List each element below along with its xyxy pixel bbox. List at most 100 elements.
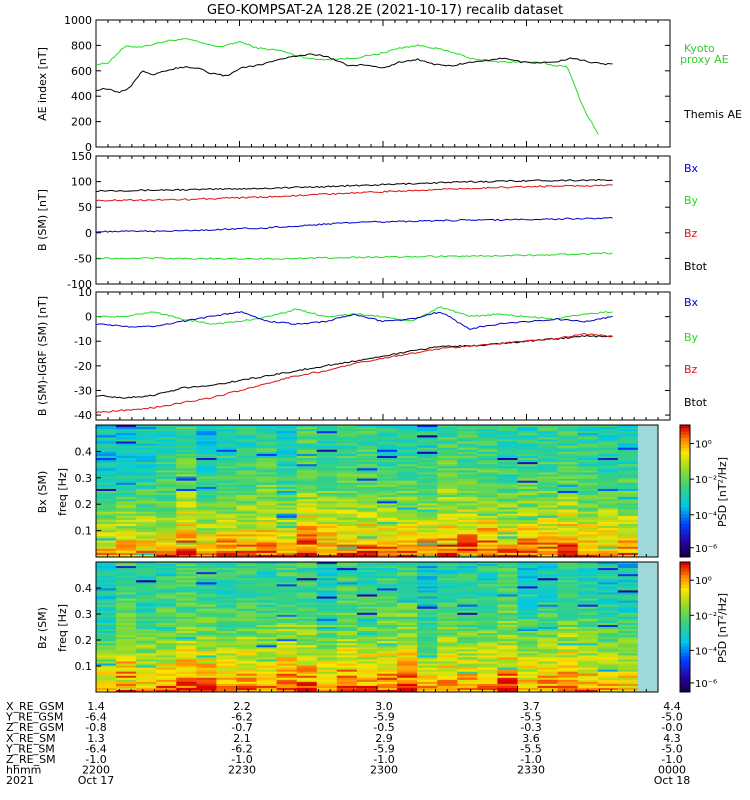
spectrogram-cell	[477, 566, 498, 569]
spectrogram-cell	[637, 431, 659, 434]
spectrogram-cell	[316, 544, 338, 548]
spectrogram-cell	[276, 528, 298, 531]
spectrogram-cell	[517, 524, 538, 527]
spectrogram-cell	[136, 488, 157, 492]
spectrogram-cell	[116, 433, 137, 436]
spectrogram-cell	[477, 495, 498, 498]
spectrogram-cell	[637, 651, 659, 654]
spectrogram-cell	[156, 592, 177, 595]
spectrogram-cell	[116, 618, 137, 622]
spectrogram-cell	[397, 455, 418, 459]
spectrogram-cell	[497, 604, 518, 608]
spectrogram-cell	[417, 568, 438, 571]
spectrogram-cell	[316, 651, 338, 654]
spectrogram-cell	[296, 443, 318, 447]
spectrogram-cell	[216, 548, 237, 552]
spectrogram-cell	[296, 653, 318, 656]
spectrogram-cell	[196, 564, 217, 567]
spectrogram-cell	[276, 643, 298, 646]
spectrogram-cell	[457, 578, 478, 581]
spectrogram-cell	[136, 635, 157, 638]
spectrogram-cell	[296, 515, 318, 519]
spectrogram-cell	[276, 620, 298, 624]
spectrogram-cell	[236, 612, 257, 616]
spectrogram-cell	[176, 433, 197, 436]
spectrogram-cell	[557, 564, 579, 567]
spectrogram-cell	[196, 671, 217, 675]
spectrogram-cell	[517, 677, 538, 681]
spectrogram-cell	[477, 683, 498, 687]
spectrogram-cell	[457, 655, 478, 658]
spectrogram-cell	[617, 570, 639, 573]
spectrogram-cell	[437, 476, 458, 480]
spectrogram-cell	[236, 651, 257, 654]
spectrogram-cell	[196, 491, 217, 494]
spectrogram-cell	[377, 570, 398, 573]
spectrogram-cell	[96, 482, 117, 486]
spectrogram-cell	[637, 552, 659, 556]
spectrogram-cell	[377, 530, 398, 533]
spectrogram-cell	[397, 441, 418, 444]
spectrogram-cell	[577, 451, 599, 455]
spectrogram-cell	[497, 641, 518, 644]
ephemeris-cell: -5.9	[373, 742, 394, 755]
spectrogram-cell	[477, 596, 498, 599]
spectrogram-cell	[417, 641, 438, 644]
spectrogram-cell	[377, 425, 398, 428]
spectrogram-cell	[336, 618, 358, 622]
spectrogram-cell	[477, 528, 498, 531]
spectrogram-cell	[356, 572, 378, 575]
spectrogram-cell	[296, 624, 318, 628]
spectrogram-cell	[96, 429, 117, 432]
spectrogram-cell	[477, 449, 498, 453]
spectrogram-cell	[477, 574, 498, 577]
spectrogram-cell	[216, 669, 237, 673]
spectrogram-cell	[557, 497, 579, 500]
spectrogram-cell	[457, 437, 478, 440]
spectrogram-cell	[477, 616, 498, 620]
spectrogram-cell	[397, 470, 418, 473]
spectrogram-cell	[236, 427, 257, 430]
spectrogram-cell	[196, 495, 217, 498]
spectrogram-cell	[437, 661, 458, 664]
colorbar-step	[680, 497, 690, 502]
spectrogram-cell	[437, 685, 458, 689]
spectrogram-cell	[437, 562, 458, 565]
spectrogram-cell	[136, 689, 157, 693]
spectrogram-cell	[176, 427, 197, 430]
spectrogram-cell	[296, 669, 318, 673]
spectrogram-cell	[156, 431, 177, 434]
spectrogram-cell	[356, 445, 378, 449]
spectrogram-cell	[276, 441, 298, 444]
spectrogram-cell	[417, 447, 438, 451]
spectrogram-cell	[617, 499, 639, 502]
spectrogram-cell	[276, 641, 298, 644]
spectrogram-cell	[196, 574, 217, 577]
spectrogram-cell	[477, 582, 498, 585]
spectrogram-cell	[296, 574, 318, 577]
spectrogram-cell	[537, 685, 559, 689]
spectrogram-cell	[417, 620, 438, 624]
spectrogram-cell	[577, 677, 599, 681]
spectrogram-cell	[216, 679, 237, 683]
spectrogram-cell	[236, 474, 257, 477]
spectrogram-cell	[517, 433, 538, 436]
spectrogram-cell	[276, 665, 298, 669]
spectrogram-cell	[457, 584, 478, 587]
spectrogram-cell	[557, 482, 579, 486]
spectrogram-cell	[477, 443, 498, 447]
spectrogram-cell	[457, 427, 478, 430]
spectrogram-cell	[356, 669, 378, 673]
spectrogram-cell	[617, 429, 639, 432]
spectrogram-cell	[597, 637, 619, 640]
spectrogram-cell	[296, 622, 318, 626]
spectrogram-cell	[216, 639, 237, 642]
spectrogram-cell	[577, 472, 599, 475]
spectrogram-cell	[216, 501, 237, 504]
spectrogram-cell	[136, 495, 157, 498]
spectrogram-cell	[397, 675, 418, 679]
spectrogram-cell	[236, 669, 257, 673]
spectrogram-cell	[617, 532, 639, 535]
spectrogram-cell	[316, 517, 338, 521]
spectrogram-cell	[477, 689, 498, 693]
